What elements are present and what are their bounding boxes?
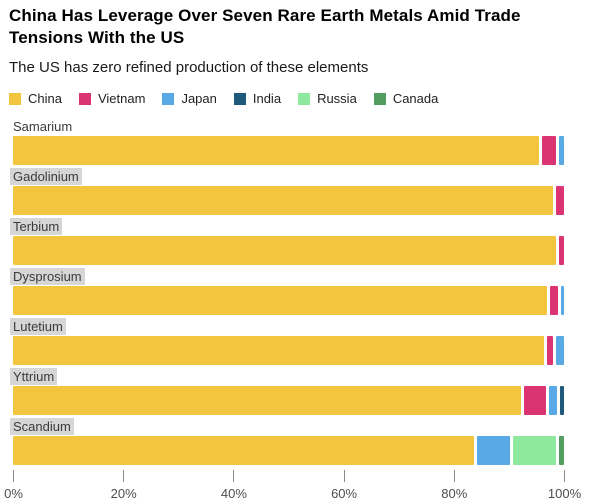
legend-label: India: [252, 91, 282, 106]
axis-tick: 40%: [221, 470, 247, 501]
axis-tick-mark: [123, 470, 125, 482]
bar-segment-vietnam: [523, 386, 546, 415]
axis-tick-mark: [564, 470, 565, 482]
bar-segment-japan: [558, 136, 564, 165]
axis-tick: 60%: [331, 470, 357, 501]
bar-segment-china: [13, 436, 474, 465]
legend-label: China: [28, 91, 62, 106]
axis-tick-label: 80%: [441, 486, 468, 501]
stacked-bar-chart: Samarium Gadolinium Terbium Dysprosium Lutet…: [10, 118, 565, 465]
axis-tick: 20%: [111, 470, 137, 501]
stacked-bar: [13, 336, 564, 365]
bar-segment-vietnam: [550, 286, 559, 315]
chart-subtitle: The US has zero refined production of th…: [9, 59, 369, 76]
legend-swatch-india: [233, 92, 246, 105]
legend-label: Russia: [317, 91, 357, 106]
axis-tick-label: 0%: [4, 486, 23, 501]
legend-item-japan: Japan: [162, 91, 217, 106]
category-label: Gadolinium: [10, 168, 82, 185]
legend-item-china: China: [9, 91, 62, 106]
legend-label: Japan: [181, 91, 217, 106]
bar-segment-japan: [555, 336, 564, 365]
bar-segment-japan: [561, 286, 564, 315]
legend-item-india: India: [233, 91, 282, 106]
legend-label: Vietnam: [97, 91, 146, 106]
axis-tick-mark: [343, 470, 345, 482]
x-axis: 0% 20% 40% 60% 80% 100%: [4, 470, 581, 504]
category-label: Scandium: [10, 418, 74, 435]
stacked-bar: [13, 236, 564, 265]
legend-swatch-russia: [298, 92, 311, 105]
legend-swatch-canada: [373, 92, 386, 105]
legend-swatch-japan: [162, 92, 175, 105]
legend-swatch-vietnam: [78, 92, 91, 105]
bar-segment-china: [13, 186, 553, 215]
chart-row-samarium: Samarium: [13, 118, 564, 165]
axis-tick-label: 100%: [547, 486, 582, 501]
axis-tick-label: 60%: [331, 486, 358, 501]
bar-segment-india: [560, 386, 565, 415]
chart-row-terbium: Terbium: [10, 218, 564, 265]
axis-tick-label: 20%: [110, 486, 137, 501]
legend-label: Canada: [392, 91, 439, 106]
bar-segment-japan: [476, 436, 511, 465]
legend: China Vietnam Japan India Russia Canada: [9, 91, 590, 106]
stacked-bar: [13, 286, 564, 315]
bar-segment-vietnam: [555, 186, 564, 215]
chart-row-lutetium: Lutetium: [10, 318, 564, 365]
category-label: Lutetium: [10, 318, 66, 335]
category-label: Terbium: [10, 218, 63, 235]
axis-tick-label: 40%: [220, 486, 247, 501]
bar-segment-canada: [558, 436, 565, 465]
chart-row-gadolinium: Gadolinium: [10, 168, 564, 215]
bar-segment-china: [13, 236, 556, 265]
stacked-bar: [13, 436, 565, 465]
axis-tick: 0%: [4, 470, 23, 501]
axis-tick-mark: [233, 470, 235, 482]
stacked-bar: [13, 186, 564, 215]
legend-item-vietnam: Vietnam: [78, 91, 146, 106]
legend-item-canada: Canada: [373, 91, 439, 106]
bar-segment-china: [13, 286, 548, 315]
legend-item-russia: Russia: [298, 91, 357, 106]
bar-segment-vietnam: [541, 136, 556, 165]
category-label: Yttrium: [10, 368, 58, 385]
chart-row-scandium: Scandium: [10, 418, 565, 465]
bar-segment-russia: [513, 436, 556, 465]
bar-segment-china: [13, 136, 539, 165]
axis-tick-mark: [13, 470, 14, 482]
bar-segment-vietnam: [547, 336, 553, 365]
category-label: Samarium: [13, 119, 73, 134]
chart-title: China Has Leverage Over Seven Rare Earth…: [9, 6, 521, 47]
bar-segment-vietnam: [558, 236, 564, 265]
bar-segment-china: [13, 336, 545, 365]
bar-segment-china: [13, 386, 521, 415]
chart-row-dysprosium: Dysprosium: [10, 268, 564, 315]
chart-row-yttrium: Yttrium: [10, 368, 565, 415]
stacked-bar: [13, 136, 564, 165]
category-label: Dysprosium: [10, 268, 85, 285]
axis-tick: 100%: [548, 470, 581, 501]
legend-swatch-china: [9, 92, 21, 105]
bar-segment-japan: [548, 386, 558, 415]
axis-tick: 80%: [441, 470, 467, 501]
axis-tick-mark: [453, 470, 455, 482]
stacked-bar: [13, 386, 565, 415]
